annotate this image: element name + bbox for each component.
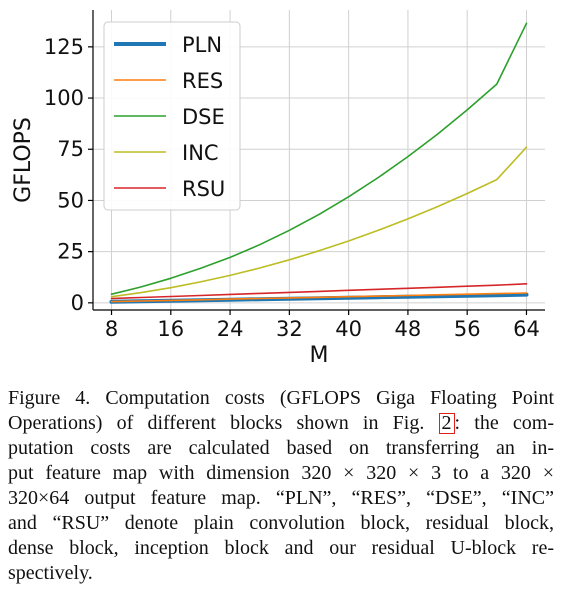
x-axis-label: M [310,343,329,368]
series-line-res [110,292,528,303]
caption-line-2: Operations) of different blocks shown in… [8,411,554,436]
x-tick-label: 40 [335,317,362,341]
x-tick-label: 56 [454,317,481,341]
y-axis-label: GFLOPS [11,117,36,203]
series-lines [109,22,529,304]
y-tick-label: 125 [44,35,84,59]
caption-line-4: put feature map with dimension 320 × 320… [8,462,554,484]
x-tick-label: 16 [157,317,184,341]
legend-box [103,21,241,211]
caption-line-7: dense block, inception block and our res… [8,537,554,559]
caption-line-5: 320×64 output feature map. “PLN”, “RES”,… [8,487,554,509]
caption-line-3: putation costs are calculated based on t… [8,437,554,459]
y-tick-label: 100 [44,86,84,110]
y-tick-label: 50 [57,188,84,212]
series-line-rsu [110,282,528,300]
caption-line-2-text: Operations) of different blocks shown in… [8,412,439,434]
y-tick-label: 25 [57,240,84,264]
gflops-line-chart: 8 16 24 32 40 48 56 64 0 25 50 75 100 125 M GFLOPS PLN R… [11,10,545,368]
x-tick-label: 24 [217,317,244,341]
x-tick-label: 8 [105,317,118,341]
legend-label-pln: PLN [182,33,222,57]
caption-line-6: and “RSU” denote plain convolution block… [8,512,554,534]
y-tick-label: 75 [57,137,84,161]
x-tick-label: 32 [276,317,303,341]
caption-line-1: Figure 4. Computation costs (GFLOPS Giga… [8,387,554,409]
legend-label-res: RES [182,69,223,93]
series-line-inc [110,146,528,298]
axes: 8 16 24 32 40 48 56 64 0 25 50 75 100 125 M GFLOPS [11,10,545,368]
legend-label-inc: INC [182,141,219,165]
legend-label-rsu: RSU [182,177,225,201]
series-line-dse [110,22,528,296]
figure-reference-link[interactable]: 2 [438,413,455,434]
caption-line-2-tail: : the com- [454,412,554,434]
x-tick-label: 64 [513,317,540,341]
figure-caption: Figure 4. Computation costs (GFLOPS Giga… [8,386,554,586]
legend-label-dse: DSE [182,105,225,129]
caption-line-8: spectively. [8,562,93,584]
legend: PLN RES DSE INC RSU [103,21,241,211]
y-tick-label: 0 [71,291,84,315]
x-tick-label: 48 [395,317,422,341]
